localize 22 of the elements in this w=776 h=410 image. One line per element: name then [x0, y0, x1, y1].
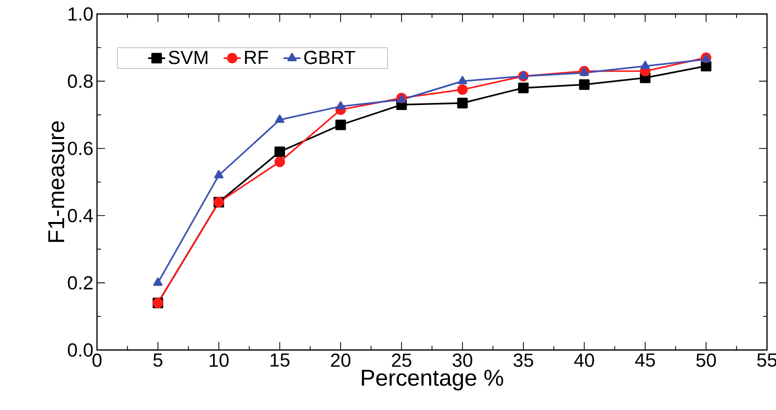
- y-tick-label: 0.6: [68, 142, 93, 156]
- y-tick-label: 0.8: [68, 74, 93, 88]
- y-tick-label: 0.0: [68, 343, 93, 357]
- x-axis-title: Percentage %: [362, 370, 504, 390]
- x-tick-label: 40: [574, 354, 594, 367]
- x-tick-label: 5: [153, 354, 162, 367]
- x-tick-label: 20: [331, 354, 350, 367]
- x-tick-label: 50: [696, 354, 716, 367]
- x-tick-label: 0: [92, 354, 102, 367]
- legend-label: GBRT: [304, 50, 356, 64]
- y-tick-label: 0.4: [68, 208, 93, 222]
- legend-label: RF: [245, 50, 268, 64]
- x-tick-label: 10: [210, 354, 229, 367]
- y-tick-label: 0.2: [68, 276, 93, 290]
- y-axis-title: F1-measure: [48, 121, 64, 242]
- x-tick-label: 35: [514, 354, 534, 367]
- y-tick-label: 1.0: [68, 7, 93, 21]
- legend-label: SVM: [168, 50, 208, 64]
- x-tick-label: 15: [270, 354, 290, 367]
- x-tick-label: 30: [452, 354, 472, 367]
- x-tick-label: 45: [635, 354, 655, 367]
- x-tick-label: 25: [392, 354, 412, 367]
